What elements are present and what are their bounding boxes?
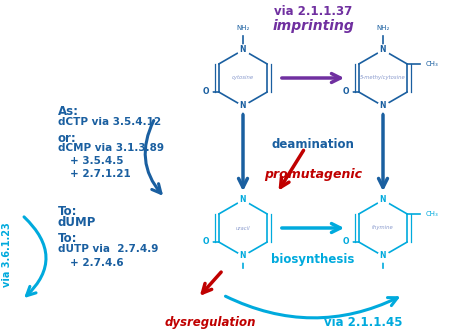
Text: O: O [202,238,209,247]
Text: CH₃: CH₃ [425,61,438,67]
Text: imprinting: imprinting [272,19,354,33]
Text: via 2.1.1.45: via 2.1.1.45 [324,316,402,329]
Text: To:: To: [58,232,78,245]
Text: via 3.6.1.23: via 3.6.1.23 [2,223,12,287]
Text: or:: or: [58,132,77,145]
Text: uracil: uracil [236,225,250,230]
Text: N: N [240,196,246,204]
Text: N: N [240,46,246,55]
Text: As:: As: [58,105,79,118]
Text: via 2.1.1.37: via 2.1.1.37 [274,5,352,18]
Text: promutagenic: promutagenic [264,168,362,181]
Text: N: N [240,102,246,111]
Text: thymine: thymine [372,225,394,230]
Text: O: O [202,87,209,96]
Text: dysregulation: dysregulation [164,316,256,329]
Text: dCMP via 3.1.3.89: dCMP via 3.1.3.89 [58,143,164,153]
Text: O: O [343,238,349,247]
Text: N: N [240,252,246,261]
Text: N: N [380,102,386,111]
Text: + 2.7.1.21: + 2.7.1.21 [70,169,131,179]
Text: O: O [343,87,349,96]
Text: 5-methylcytosine: 5-methylcytosine [360,75,406,80]
Text: dUTP via  2.7.4.9: dUTP via 2.7.4.9 [58,244,158,254]
Text: N: N [380,252,386,261]
FancyArrowPatch shape [24,217,46,296]
Text: deamination: deamination [272,138,355,151]
Text: NH₂: NH₂ [376,25,390,31]
Text: dCTP via 3.5.4.12: dCTP via 3.5.4.12 [58,117,161,127]
Text: N: N [380,196,386,204]
FancyArrowPatch shape [226,296,397,318]
Text: N: N [380,46,386,55]
Text: dUMP: dUMP [58,216,96,229]
Text: biosynthesis: biosynthesis [271,253,355,266]
Text: NH₂: NH₂ [237,25,250,31]
Text: + 2.7.4.6: + 2.7.4.6 [70,258,124,268]
Text: CH₃: CH₃ [425,211,438,217]
Text: To:: To: [58,205,78,218]
Text: + 3.5.4.5: + 3.5.4.5 [70,156,124,166]
Text: cytosine: cytosine [232,75,254,80]
FancyArrowPatch shape [145,121,161,193]
